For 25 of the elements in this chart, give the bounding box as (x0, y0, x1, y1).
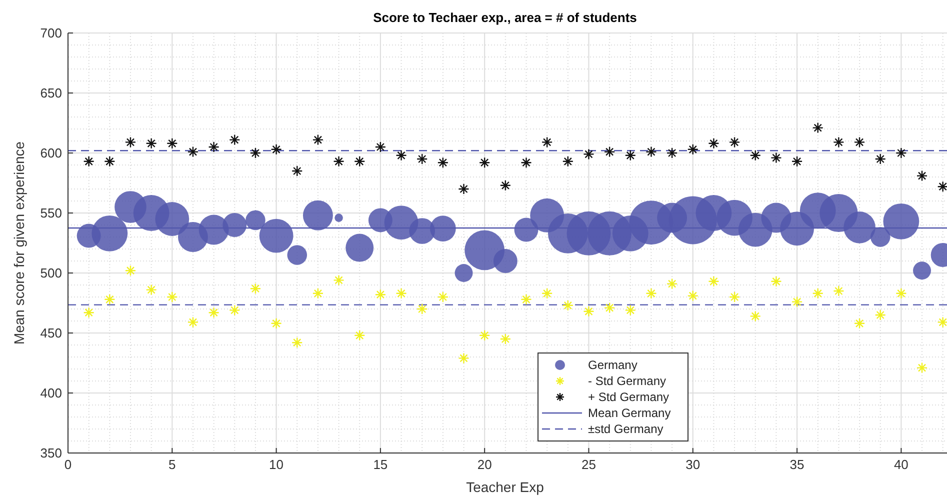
y-tick-label: 400 (40, 386, 62, 400)
x-tick-label: 25 (582, 457, 596, 472)
legend-label: - Std Germany (588, 374, 666, 388)
x-axis-title: Teacher Exp (466, 479, 544, 495)
legend-label: Mean Germany (588, 406, 671, 420)
y-tick-label: 350 (40, 446, 62, 460)
y-tick-label: 450 (40, 326, 62, 340)
legend-label: ±std Germany (588, 422, 664, 436)
y-tick-label: 500 (40, 266, 62, 280)
x-tick-label: 15 (373, 457, 388, 472)
x-tick-label: 40 (894, 457, 908, 472)
x-tick-label: 20 (477, 457, 492, 472)
y-axis-title: Mean score for given experience (11, 141, 27, 345)
y-tick-label: 650 (40, 86, 62, 100)
x-tick-label: 0 (64, 457, 72, 472)
legend-label: + Std Germany (588, 390, 670, 404)
y-tick-label: 550 (40, 206, 62, 220)
y-tick-label: 600 (40, 146, 62, 160)
x-tick-label: 35 (790, 457, 804, 472)
chart-title: Score to Techaer exp., area = # of students (373, 10, 637, 25)
x-tick-label: 10 (269, 457, 284, 472)
x-tick-label: 30 (686, 457, 700, 472)
legend-label: Germany (588, 358, 638, 372)
x-tick-label: 5 (168, 457, 176, 472)
y-tick-label: 700 (40, 26, 62, 40)
